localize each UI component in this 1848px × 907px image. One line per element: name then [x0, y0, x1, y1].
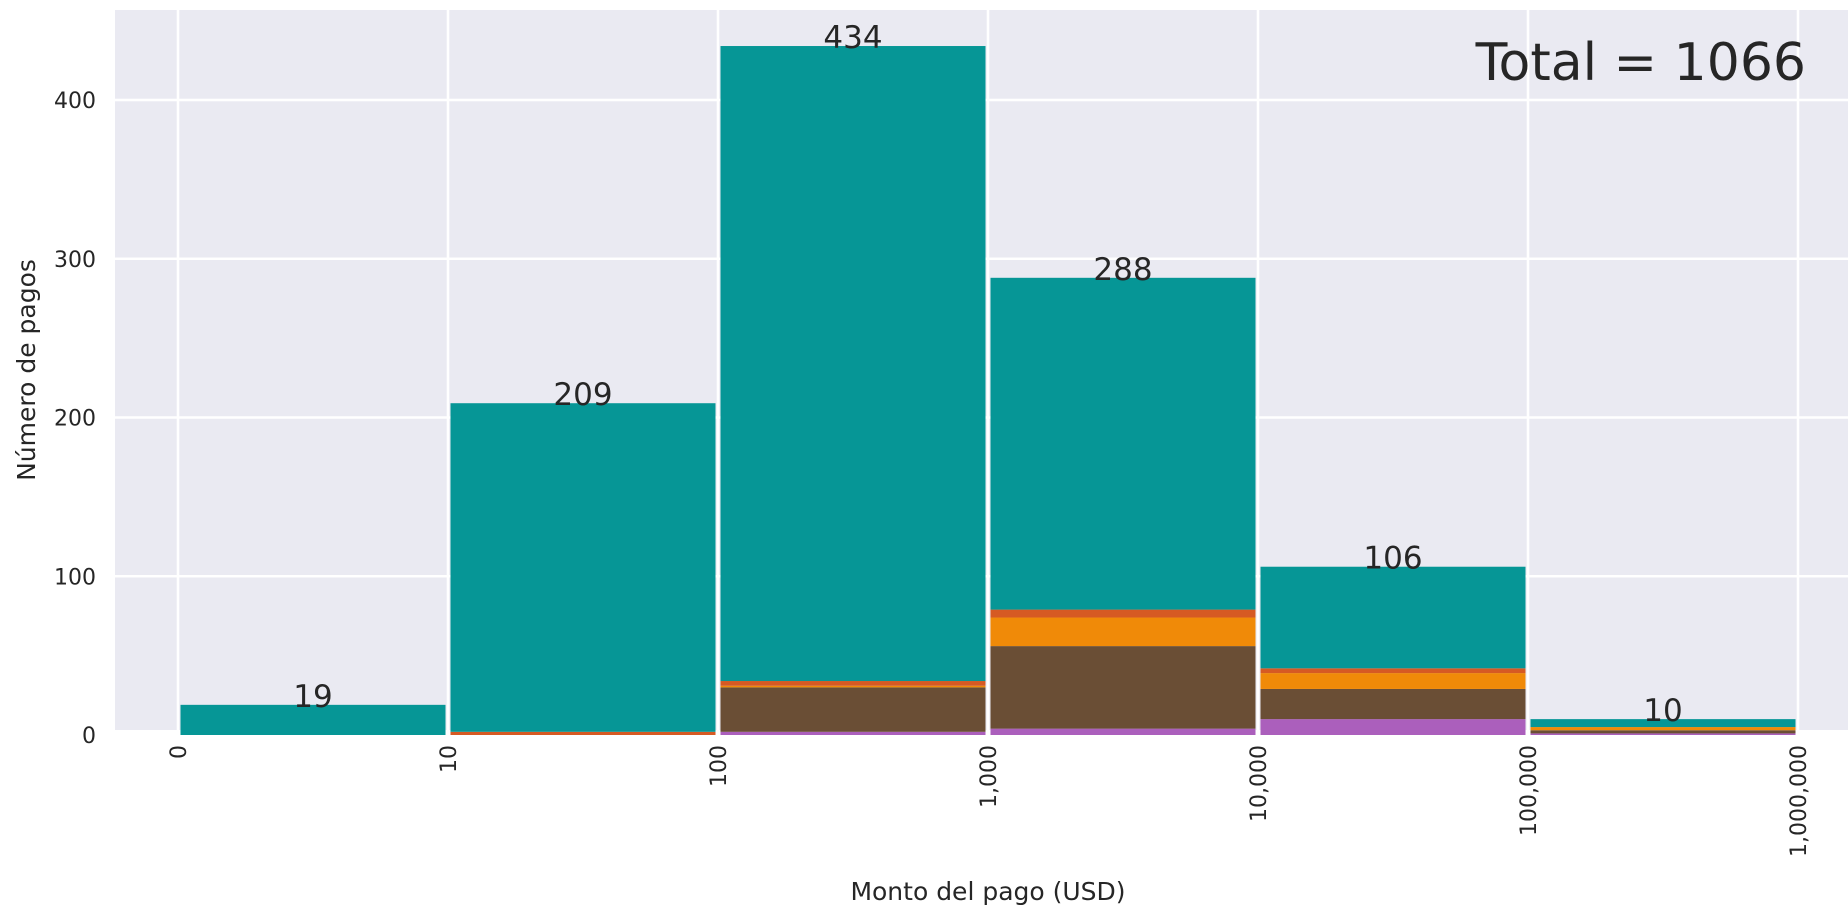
bar-segment — [990, 609, 1256, 618]
x-axis-ticks: 0 10 100 1,000 10,000 100,000 1,000,000 — [167, 745, 1812, 857]
bar-segment — [720, 687, 986, 732]
y-tick-label: 200 — [54, 407, 96, 432]
bar-segment — [990, 728, 1256, 735]
bar-segment — [990, 277, 1256, 610]
bar-segment — [1260, 719, 1526, 735]
bar-segment — [180, 704, 446, 735]
x-tick-label: 1,000,000 — [1787, 745, 1812, 857]
bar-segment — [990, 617, 1256, 647]
bar-total-label: 434 — [823, 20, 882, 56]
bars — [180, 46, 1796, 735]
bar-segment — [1260, 668, 1526, 674]
x-tick-label: 10,000 — [1247, 745, 1272, 822]
y-tick-label: 300 — [54, 248, 96, 273]
x-tick-label: 10 — [437, 745, 462, 773]
bar-segment — [450, 731, 716, 735]
bar-total-label: 209 — [553, 377, 612, 413]
y-axis-ticks: 0 100 200 300 400 — [54, 89, 96, 749]
bar-segment — [720, 46, 986, 682]
bar-segment — [1530, 719, 1796, 728]
bar-segment — [720, 685, 986, 688]
bar-segment — [1530, 730, 1796, 734]
x-axis-label: Monto del pago (USD) — [850, 877, 1125, 906]
x-tick-label: 1,000 — [977, 745, 1002, 808]
bar-segment — [1260, 566, 1526, 669]
bar-total-label: 106 — [1363, 541, 1422, 577]
bar-labels: 19 209 434 288 106 10 — [293, 20, 1682, 729]
bar-segment — [720, 731, 986, 735]
bar-total-label: 10 — [1643, 693, 1682, 729]
bar-segment — [1530, 727, 1796, 731]
x-tick-label: 100 — [707, 745, 732, 787]
bar-segment — [1530, 733, 1796, 735]
y-tick-label: 100 — [54, 565, 96, 590]
total-annotation: Total = 1066 — [1475, 33, 1806, 93]
bar-segment — [450, 403, 716, 732]
bar-segment — [1260, 673, 1526, 689]
y-tick-label: 0 — [82, 724, 96, 749]
bar-segment — [720, 681, 986, 686]
y-axis-label: Número de pagos — [12, 259, 41, 481]
x-tick-label: 100,000 — [1517, 745, 1542, 836]
y-tick-label: 400 — [54, 89, 96, 114]
bar-segment — [1260, 688, 1526, 720]
bar-total-label: 288 — [1093, 252, 1152, 288]
x-tick-label: 0 — [167, 745, 192, 759]
bar-total-label: 19 — [293, 679, 332, 715]
bar-segment — [990, 646, 1256, 729]
